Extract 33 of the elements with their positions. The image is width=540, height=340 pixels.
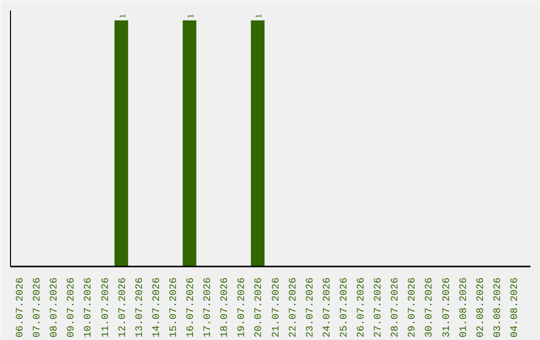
- x-tick-label: 23.07.2026: [305, 277, 316, 338]
- x-tick-label: 20.07.2026: [254, 277, 266, 338]
- x-tick-label: 22.07.2026: [288, 277, 300, 338]
- x-tick-label: 03.08.2026: [492, 277, 504, 338]
- x-tick-label: 27.07.2026: [374, 277, 385, 338]
- x-tick-label: 25.07.2026: [339, 277, 350, 338]
- x-tick-label: 08.07.2026: [50, 277, 61, 338]
- x-tick-label: 11.07.2026: [100, 277, 112, 338]
- x-tick-label: 12.07.2026: [118, 277, 129, 338]
- x-tick-label: 02.08.2026: [476, 277, 487, 338]
- x-tick-label: 24.07.2026: [322, 277, 334, 338]
- data-label: 1: [186, 14, 196, 18]
- x-tick-label: 30.07.2026: [424, 277, 436, 338]
- x-tick-label: 21.07.2026: [271, 277, 282, 338]
- data-label: 1: [117, 14, 128, 18]
- x-tick-label: 29.07.2026: [408, 277, 419, 338]
- x-tick-label: 04.08.2026: [510, 277, 521, 338]
- x-tick-label: 18.07.2026: [220, 277, 232, 338]
- x-tick-label: 01.08.2026: [458, 277, 470, 338]
- x-tick-label: 28.07.2026: [390, 277, 402, 338]
- x-tick-label: 06.07.2026: [16, 277, 27, 338]
- x-tick-label: 13.07.2026: [134, 277, 146, 338]
- x-tick-label: 10.07.2026: [84, 277, 95, 338]
- x-tick-label: 17.07.2026: [203, 277, 214, 338]
- x-tick-label: 31.07.2026: [442, 277, 453, 338]
- x-tick-label: 19.07.2026: [237, 277, 248, 338]
- x-tick-label: 15.07.2026: [168, 277, 180, 338]
- x-tick-label: 09.07.2026: [66, 277, 78, 338]
- x-tick-label: 07.07.2026: [32, 277, 44, 338]
- data-label: 1: [254, 14, 264, 18]
- x-tick-label: 14.07.2026: [152, 277, 163, 338]
- x-tick-label: 26.07.2026: [356, 277, 368, 338]
- x-tick-label: 16.07.2026: [186, 277, 198, 338]
